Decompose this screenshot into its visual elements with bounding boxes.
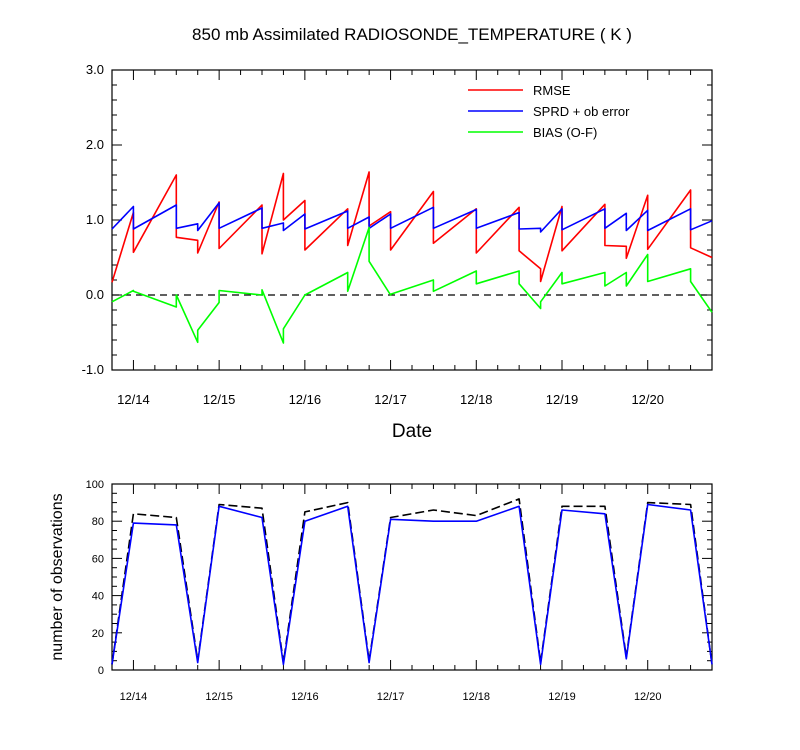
legend-label: SPRD + ob error [533, 104, 630, 119]
y-tick-label: 20 [92, 628, 104, 640]
y-tick-label: 3.0 [86, 62, 104, 77]
top-x-axis-label: Date [392, 421, 432, 442]
y-tick-label: 100 [86, 479, 104, 491]
x-tick-label: 12/16 [291, 691, 319, 703]
y-tick-label: 60 [92, 553, 104, 565]
series-line-bias-o-f [111, 226, 713, 344]
series-line-sprd-ob-error [111, 202, 713, 233]
series-line-series-0 [111, 498, 713, 665]
x-tick-label: 12/14 [120, 691, 148, 703]
y-tick-label: 2.0 [86, 137, 104, 152]
y-tick-label: -1.0 [82, 362, 104, 377]
x-tick-label: 12/20 [634, 691, 662, 703]
series-line-series-1 [111, 503, 713, 666]
x-tick-label: 12/18 [460, 392, 493, 407]
x-tick-label: 12/16 [289, 392, 322, 407]
x-tick-label: 12/19 [546, 392, 579, 407]
y-tick-label: 0 [98, 665, 104, 677]
y-tick-label: 80 [92, 516, 104, 528]
bottom-plot: 12/14 12/15 12/16 12/17 12/18 12/19 12/20 0 20 40… [86, 479, 713, 703]
x-tick-label: 12/15 [203, 392, 236, 407]
x-tick-label: 12/18 [463, 691, 491, 703]
legend: RMSE SPRD + ob error BIAS (O-F) [468, 83, 630, 140]
bottom-y-axis-label: number of observations [49, 493, 66, 660]
x-tick-label: 12/17 [374, 392, 407, 407]
x-tick-label: 12/19 [548, 691, 576, 703]
y-tick-label: 0.0 [86, 287, 104, 302]
x-tick-label: 12/20 [631, 392, 664, 407]
legend-label: BIAS (O-F) [533, 125, 597, 140]
series-line-rmse [111, 171, 713, 283]
x-tick-label: 12/14 [117, 392, 150, 407]
x-tick-label: 12/17 [377, 691, 405, 703]
y-tick-label: 40 [92, 591, 104, 603]
top-plot: 12/14 12/15 12/16 12/17 12/18 12/19 12/20 -1.0 0… [82, 62, 713, 407]
legend-label: RMSE [533, 83, 571, 98]
plot-frame [111, 483, 713, 671]
y-tick-label: 1.0 [86, 212, 104, 227]
x-tick-label: 12/15 [205, 691, 233, 703]
chart-title: 850 mb Assimilated RADIOSONDE_TEMPERATUR… [192, 25, 632, 44]
